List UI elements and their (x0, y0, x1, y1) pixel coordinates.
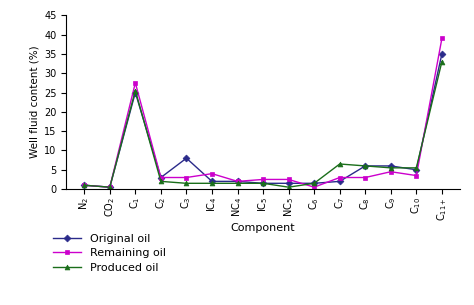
Original oil (337, 180, 343, 183)
X-axis label: Component: Component (231, 223, 295, 233)
Original oil (388, 164, 393, 168)
Original oil (235, 180, 240, 183)
Remaining oil (82, 183, 87, 187)
Original oil (413, 168, 419, 172)
Original oil (82, 183, 87, 187)
Original oil (107, 185, 113, 189)
Remaining oil (107, 185, 113, 189)
Produced oil (311, 181, 317, 185)
Produced oil (107, 185, 113, 189)
Remaining oil (209, 172, 215, 175)
Produced oil (158, 180, 164, 183)
Produced oil (235, 181, 240, 185)
Remaining oil (260, 178, 266, 181)
Produced oil (209, 181, 215, 185)
Remaining oil (133, 81, 138, 85)
Produced oil (337, 162, 343, 166)
Original oil (286, 181, 292, 185)
Line: Produced oil: Produced oil (82, 59, 444, 190)
Original oil (183, 156, 189, 160)
Remaining oil (235, 180, 240, 183)
Remaining oil (183, 176, 189, 179)
Produced oil (413, 166, 419, 170)
Y-axis label: Well fluid content (%): Well fluid content (%) (30, 46, 40, 159)
Remaining oil (363, 176, 368, 179)
Original oil (133, 91, 138, 94)
Remaining oil (337, 176, 343, 179)
Original oil (311, 181, 317, 185)
Line: Remaining oil: Remaining oil (82, 36, 444, 190)
Original oil (209, 180, 215, 183)
Original oil (363, 164, 368, 168)
Remaining oil (388, 170, 393, 174)
Original oil (439, 52, 445, 56)
Line: Original oil: Original oil (82, 52, 444, 190)
Produced oil (183, 181, 189, 185)
Produced oil (388, 166, 393, 170)
Original oil (260, 181, 266, 185)
Produced oil (82, 183, 87, 187)
Produced oil (439, 60, 445, 63)
Produced oil (133, 89, 138, 92)
Produced oil (260, 181, 266, 185)
Remaining oil (439, 37, 445, 40)
Remaining oil (286, 178, 292, 181)
Original oil (158, 176, 164, 179)
Legend: Original oil, Remaining oil, Produced oil: Original oil, Remaining oil, Produced oi… (53, 234, 165, 273)
Remaining oil (311, 185, 317, 189)
Produced oil (363, 164, 368, 168)
Remaining oil (158, 176, 164, 179)
Produced oil (286, 185, 292, 189)
Remaining oil (413, 174, 419, 178)
